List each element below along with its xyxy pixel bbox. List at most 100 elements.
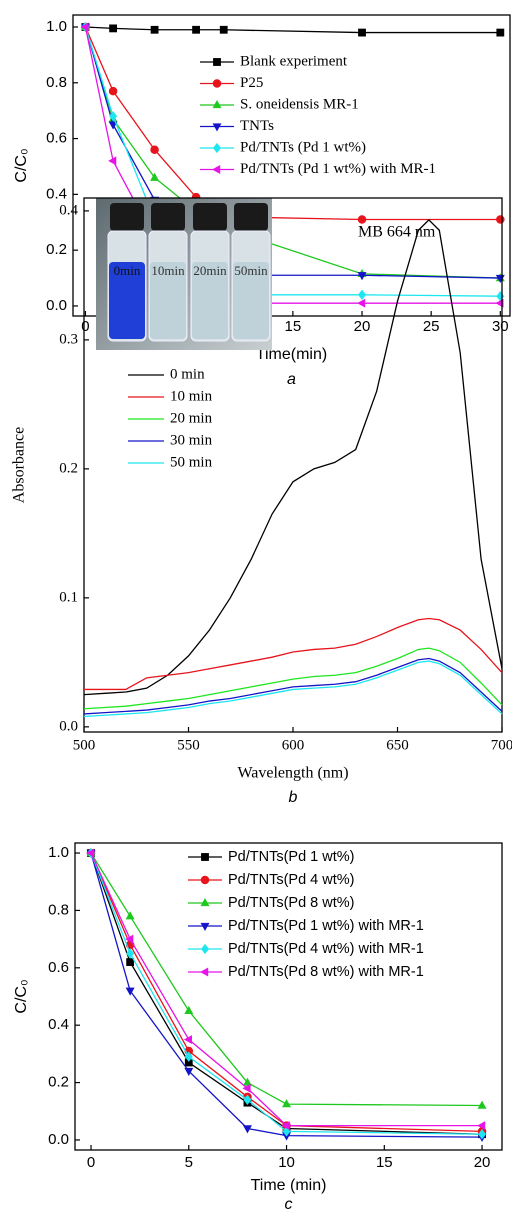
x-tick-label: 25 — [423, 318, 440, 335]
marker — [184, 1005, 194, 1015]
legend-marker — [212, 165, 221, 174]
x-tick-label: 650 — [386, 737, 409, 753]
data-line — [90, 852, 483, 1132]
legend-label: 50 min — [170, 454, 213, 470]
y-tick-label: 1.0 — [46, 18, 67, 35]
data-line — [90, 852, 483, 1107]
marker — [477, 1121, 486, 1131]
x-axis-label: Wavelength (nm) — [237, 765, 348, 782]
marker — [80, 22, 89, 32]
legend-label: 10 min — [170, 388, 213, 404]
data-line — [90, 852, 483, 1135]
y-axis-label: C/C₀ — [13, 148, 30, 182]
data-line — [84, 617, 503, 691]
y-tick-label: 0.4 — [59, 202, 78, 218]
y-tick-label: 0.2 — [59, 460, 78, 476]
marker — [282, 1099, 292, 1108]
vial-liquid — [109, 262, 145, 339]
y-tick-label: 0.2 — [46, 241, 67, 258]
marker — [125, 911, 135, 920]
marker — [281, 1121, 290, 1131]
marker — [357, 298, 366, 308]
marker — [150, 25, 159, 34]
inset-label: 10min — [151, 263, 185, 278]
marker — [242, 1077, 252, 1086]
legend-label: Pd/TNTs(Pd 1 wt%) with MR-1 — [228, 918, 424, 934]
x-tick-label: 20 — [354, 318, 371, 335]
marker — [242, 1083, 251, 1093]
legend-label: Pd/TNTs(Pd 8 wt%) — [228, 895, 355, 911]
x-tick-label: 700 — [491, 737, 512, 753]
legend-marker — [200, 875, 210, 885]
legend-label: Pd/TNTs(Pd 4 wt%) — [228, 872, 355, 888]
inset-label: 0min — [114, 263, 141, 278]
marker — [108, 121, 118, 130]
marker — [192, 25, 200, 34]
inset-label: 50min — [234, 263, 268, 278]
y-tick-label: 1.0 — [48, 844, 69, 861]
vial-cap — [110, 203, 144, 231]
x-tick-label: 550 — [177, 737, 200, 753]
y-tick-label: 0.8 — [48, 901, 69, 918]
caption: c — [285, 1196, 293, 1211]
marker — [150, 172, 160, 181]
y-tick-label: 0.2 — [48, 1074, 69, 1091]
plot-frame — [72, 14, 511, 317]
marker — [496, 28, 505, 37]
x-tick-label: 30 — [492, 318, 509, 335]
legend-marker — [200, 898, 210, 907]
marker — [219, 25, 228, 34]
marker — [183, 1035, 192, 1045]
vial-liquid — [233, 262, 269, 339]
legend-marker — [212, 79, 222, 88]
x-tick-label: 5 — [185, 1154, 193, 1171]
legend-marker — [201, 943, 209, 955]
x-axis-label: Time(min) — [256, 346, 327, 363]
x-tick-label: 500 — [73, 737, 96, 753]
legend-label: Pd/TNTs(Pd 4 wt%) with MR-1 — [228, 941, 424, 957]
x-tick-label: 15 — [285, 318, 302, 335]
marker — [109, 111, 118, 122]
legend-label: 20 min — [170, 410, 213, 426]
caption: b — [289, 789, 298, 806]
legend-label: S. oneidensis MR-1 — [240, 96, 359, 112]
legend-label: P25 — [240, 75, 263, 91]
x-tick-label: 15 — [376, 1154, 393, 1171]
marker — [357, 215, 367, 224]
data-line — [85, 26, 501, 34]
vial-cap — [234, 203, 268, 231]
marker — [358, 289, 367, 300]
legend-marker — [213, 58, 221, 66]
x-tick-label: 0 — [87, 1154, 95, 1171]
legend-marker — [212, 100, 222, 109]
marker — [357, 272, 367, 281]
x-tick-label: 600 — [282, 737, 305, 753]
vial-cap — [193, 203, 227, 231]
marker — [150, 145, 159, 154]
vial-liquid — [192, 262, 228, 339]
legend-marker — [212, 123, 222, 132]
caption: a — [287, 371, 296, 388]
marker — [86, 848, 95, 858]
x-axis-label: Time (min) — [251, 1177, 327, 1194]
marker — [477, 1100, 487, 1109]
data-line — [90, 852, 483, 1138]
legend-label: 30 min — [170, 432, 213, 448]
legend-marker — [200, 967, 209, 977]
y-tick-label: 0.0 — [48, 1131, 69, 1148]
y-tick-label: 0.1 — [59, 589, 78, 605]
legend-label: TNTs — [240, 118, 274, 134]
legend-marker — [200, 922, 210, 931]
marker — [108, 156, 117, 166]
marker — [109, 24, 118, 33]
marker — [243, 1094, 252, 1105]
annotation: MB 664 nm — [358, 224, 436, 241]
marker — [184, 1051, 193, 1062]
inset-label: 20min — [193, 263, 227, 278]
marker — [242, 1125, 252, 1134]
vial-cap — [151, 203, 185, 231]
y-axis-label: Absorbance — [11, 427, 28, 503]
marker — [496, 215, 505, 224]
x-tick-label: 10 — [278, 1154, 295, 1171]
legend-label: Blank experiment — [240, 53, 348, 69]
